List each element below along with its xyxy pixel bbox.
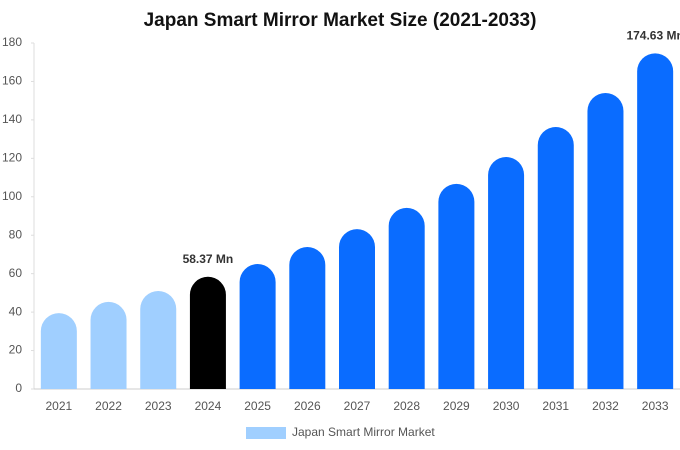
bar [339,229,375,389]
x-tick-label: 2032 [592,399,619,413]
bar [239,264,276,389]
bar [289,246,326,389]
x-tick-label: 2033 [642,399,669,413]
y-tick-label: 60 [9,266,23,280]
x-tick-label: 2028 [393,399,420,413]
x-tick-label: 2024 [195,399,222,413]
x-tick-label: 2031 [542,399,569,413]
x-tick-label: 2022 [95,399,122,413]
bar [90,301,127,389]
bar [637,53,674,390]
x-tick-label: 2025 [244,399,271,413]
bar [388,207,425,389]
bar [438,183,475,389]
y-tick-label: 0 [15,381,22,395]
x-tick-label: 2029 [443,399,470,413]
x-tick-label: 2023 [145,399,172,413]
bar [537,127,574,390]
y-tick-label: 100 [2,189,22,203]
bar [488,157,525,389]
y-tick-label: 40 [9,304,23,318]
legend-swatch [246,427,286,439]
y-tick-label: 180 [2,35,22,49]
y-tick-label: 160 [2,74,22,88]
bar [40,313,77,389]
x-tick-label: 2021 [45,399,72,413]
y-tick-label: 140 [2,112,22,126]
legend-label: Japan Smart Mirror Market [292,425,435,439]
x-tick-label: 2030 [493,399,520,413]
bar [189,276,226,389]
value-label: 174.63 Mn [626,28,680,42]
x-tick-label: 2026 [294,399,321,413]
x-tick-label: 2027 [344,399,371,413]
y-tick-label: 120 [2,151,22,165]
bar [587,92,624,389]
bar [140,290,177,389]
value-label: 58.37 Mn [183,252,234,266]
y-tick-label: 20 [9,343,23,357]
chart-title: Japan Smart Mirror Market Size (2021-203… [144,10,537,31]
y-tick-label: 80 [9,227,23,241]
